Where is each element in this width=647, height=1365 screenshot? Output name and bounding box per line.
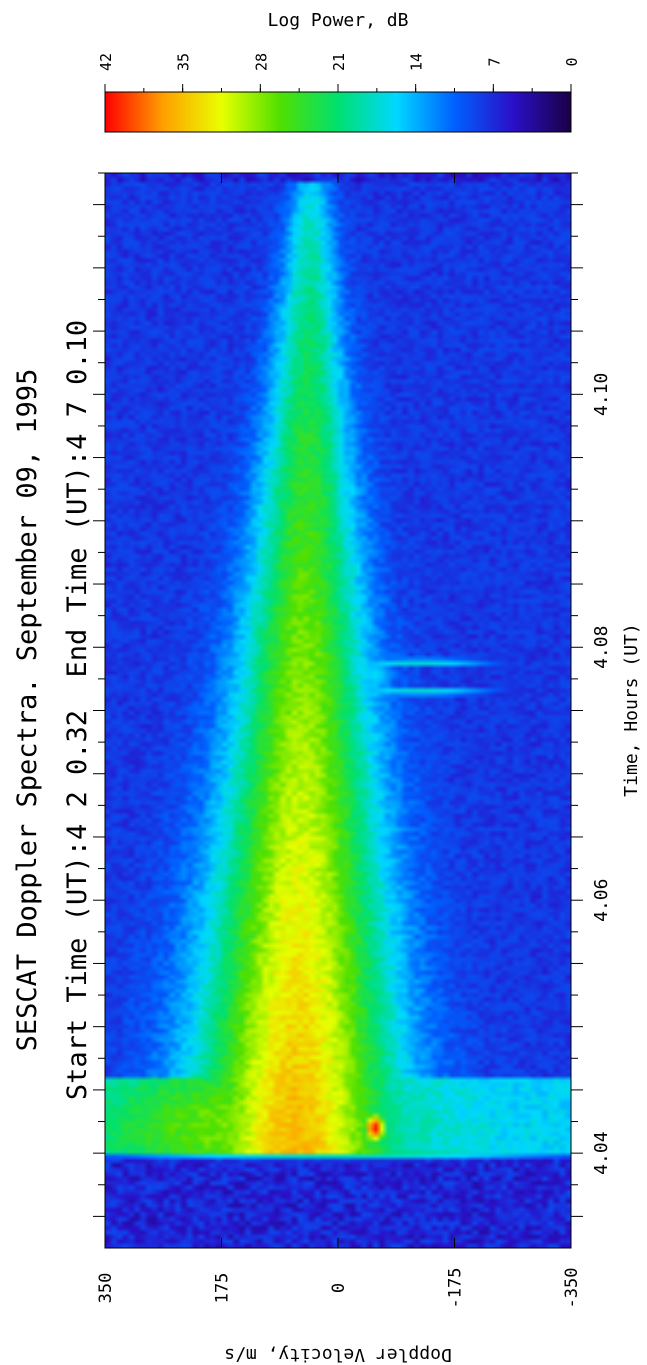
colorbar: Log Power, dB 42 35 28 21 14 7 0 bbox=[97, 10, 581, 133]
velocity-tick-label: -350 bbox=[562, 1268, 582, 1309]
velocity-axis: 350 175 0 -175 -350 bbox=[96, 173, 582, 1308]
time-tick-label: 4.10 bbox=[591, 373, 612, 416]
time-axis: 4.04 4.06 4.08 4.10 bbox=[93, 172, 612, 1217]
colorbar-tick-label: 42 bbox=[97, 53, 115, 71]
colorbar-ticks: 42 35 28 21 14 7 0 bbox=[97, 53, 581, 92]
colorbar-label: Log Power, dB bbox=[268, 10, 409, 31]
chart-subtitle: Start Time (UT):4 2 0.32 End Time (UT):4… bbox=[62, 320, 93, 1100]
plot-area: 350 175 0 -175 -350 4.04 4.06 4.08 4.10 bbox=[93, 172, 612, 1308]
chart-title: SESCAT Doppler Spectra. September 09, 19… bbox=[12, 369, 43, 1052]
colorbar-tick-label: 14 bbox=[408, 53, 426, 71]
colorbar-tick-label: 21 bbox=[330, 53, 348, 71]
velocity-tick-label: 350 bbox=[96, 1273, 116, 1304]
x-axis-label: Time, Hours (UT) bbox=[621, 623, 642, 796]
colorbar-tick-label: 28 bbox=[252, 53, 270, 71]
colorbar-tick-label: 7 bbox=[485, 57, 503, 66]
time-tick-label: 4.04 bbox=[591, 1131, 612, 1174]
velocity-tick-label: 0 bbox=[329, 1283, 349, 1293]
heatmap bbox=[105, 173, 571, 1248]
colorbar-tick-label: 35 bbox=[175, 53, 193, 71]
time-tick-label: 4.06 bbox=[591, 879, 612, 922]
y-axis-label: Doppler Velocity, m/s bbox=[224, 1344, 452, 1365]
colorbar-gradient bbox=[104, 91, 572, 133]
velocity-tick-label: 175 bbox=[213, 1273, 233, 1304]
colorbar-tick-label: 0 bbox=[563, 57, 581, 66]
velocity-tick-label: -175 bbox=[446, 1268, 466, 1309]
time-tick-label: 4.08 bbox=[591, 626, 612, 669]
